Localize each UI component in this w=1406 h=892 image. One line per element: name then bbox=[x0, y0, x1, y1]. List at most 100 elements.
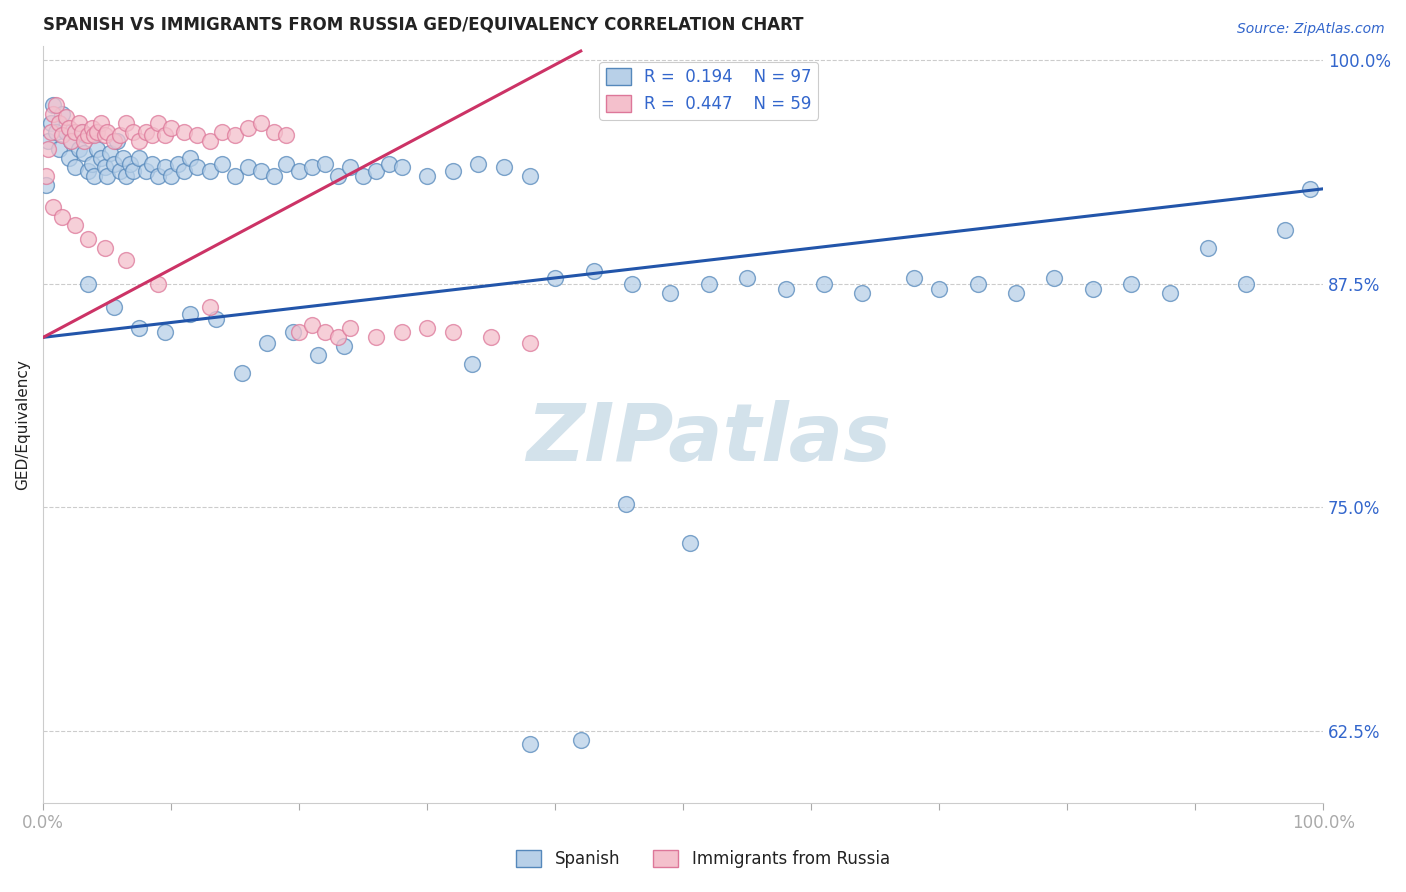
Point bbox=[479, 330, 502, 344]
Point bbox=[93, 241, 115, 255]
Point bbox=[263, 124, 285, 138]
Point bbox=[276, 157, 298, 171]
Point bbox=[1121, 277, 1143, 291]
Point bbox=[307, 348, 329, 362]
Point bbox=[160, 169, 183, 184]
Point bbox=[1081, 282, 1104, 296]
Point bbox=[364, 164, 387, 178]
Point bbox=[326, 169, 349, 184]
Point bbox=[160, 120, 183, 135]
Point bbox=[39, 124, 62, 138]
Point bbox=[58, 152, 80, 166]
Point bbox=[80, 120, 103, 135]
Point bbox=[120, 157, 142, 171]
Point bbox=[111, 152, 134, 166]
Point bbox=[148, 115, 170, 129]
Point bbox=[48, 115, 70, 129]
Point bbox=[903, 271, 925, 285]
Point bbox=[60, 134, 83, 148]
Text: ZIPatlas: ZIPatlas bbox=[526, 401, 891, 478]
Point bbox=[108, 164, 131, 178]
Point bbox=[45, 124, 67, 138]
Point bbox=[569, 733, 592, 747]
Point bbox=[339, 321, 361, 335]
Point bbox=[461, 357, 484, 371]
Point bbox=[166, 157, 188, 171]
Point bbox=[211, 157, 233, 171]
Point bbox=[614, 497, 637, 511]
Point bbox=[51, 211, 73, 225]
Point bbox=[391, 161, 413, 175]
Point bbox=[115, 115, 138, 129]
Point bbox=[198, 164, 221, 178]
Point bbox=[249, 115, 271, 129]
Point bbox=[148, 277, 170, 291]
Point bbox=[51, 106, 73, 120]
Point bbox=[735, 271, 758, 285]
Point bbox=[928, 282, 950, 296]
Point bbox=[467, 157, 489, 171]
Legend: R =  0.194    N = 97, R =  0.447    N = 59: R = 0.194 N = 97, R = 0.447 N = 59 bbox=[599, 62, 818, 120]
Point bbox=[63, 124, 86, 138]
Point bbox=[198, 300, 221, 314]
Point bbox=[67, 115, 90, 129]
Point bbox=[281, 325, 304, 339]
Point bbox=[42, 200, 65, 214]
Point bbox=[211, 124, 233, 138]
Point bbox=[103, 300, 125, 314]
Point bbox=[115, 169, 138, 184]
Point bbox=[80, 157, 103, 171]
Point bbox=[98, 146, 121, 161]
Point bbox=[48, 143, 70, 157]
Y-axis label: GED/Equivalency: GED/Equivalency bbox=[15, 359, 30, 490]
Point bbox=[256, 335, 278, 350]
Point bbox=[153, 325, 176, 339]
Point bbox=[659, 285, 682, 300]
Point bbox=[236, 161, 259, 175]
Point bbox=[249, 164, 271, 178]
Point bbox=[364, 330, 387, 344]
Point bbox=[1159, 285, 1181, 300]
Point bbox=[128, 152, 150, 166]
Point bbox=[1005, 285, 1028, 300]
Point bbox=[70, 124, 93, 138]
Point bbox=[37, 134, 59, 148]
Point bbox=[1197, 241, 1219, 255]
Point bbox=[135, 164, 157, 178]
Point bbox=[83, 128, 105, 143]
Text: SPANISH VS IMMIGRANTS FROM RUSSIA GED/EQUIVALENCY CORRELATION CHART: SPANISH VS IMMIGRANTS FROM RUSSIA GED/EQ… bbox=[44, 15, 804, 33]
Point bbox=[37, 143, 59, 157]
Point bbox=[83, 169, 105, 184]
Point bbox=[288, 164, 311, 178]
Point bbox=[73, 134, 96, 148]
Point bbox=[121, 164, 143, 178]
Point bbox=[86, 124, 108, 138]
Point bbox=[775, 282, 797, 296]
Point bbox=[314, 157, 336, 171]
Point bbox=[173, 124, 195, 138]
Point bbox=[519, 737, 541, 751]
Point bbox=[231, 366, 253, 380]
Point bbox=[115, 253, 138, 268]
Point bbox=[128, 134, 150, 148]
Point bbox=[93, 128, 115, 143]
Point bbox=[45, 97, 67, 112]
Point bbox=[301, 318, 323, 332]
Point bbox=[352, 169, 374, 184]
Point bbox=[173, 164, 195, 178]
Point bbox=[1299, 182, 1322, 196]
Point bbox=[378, 157, 401, 171]
Point bbox=[492, 161, 515, 175]
Point bbox=[851, 285, 873, 300]
Point bbox=[148, 169, 170, 184]
Point bbox=[86, 143, 108, 157]
Point bbox=[205, 312, 228, 326]
Point bbox=[70, 124, 93, 138]
Point bbox=[60, 134, 83, 148]
Point bbox=[179, 152, 201, 166]
Point bbox=[1274, 223, 1296, 237]
Point bbox=[1234, 277, 1257, 291]
Point bbox=[58, 120, 80, 135]
Point bbox=[416, 169, 439, 184]
Point bbox=[263, 169, 285, 184]
